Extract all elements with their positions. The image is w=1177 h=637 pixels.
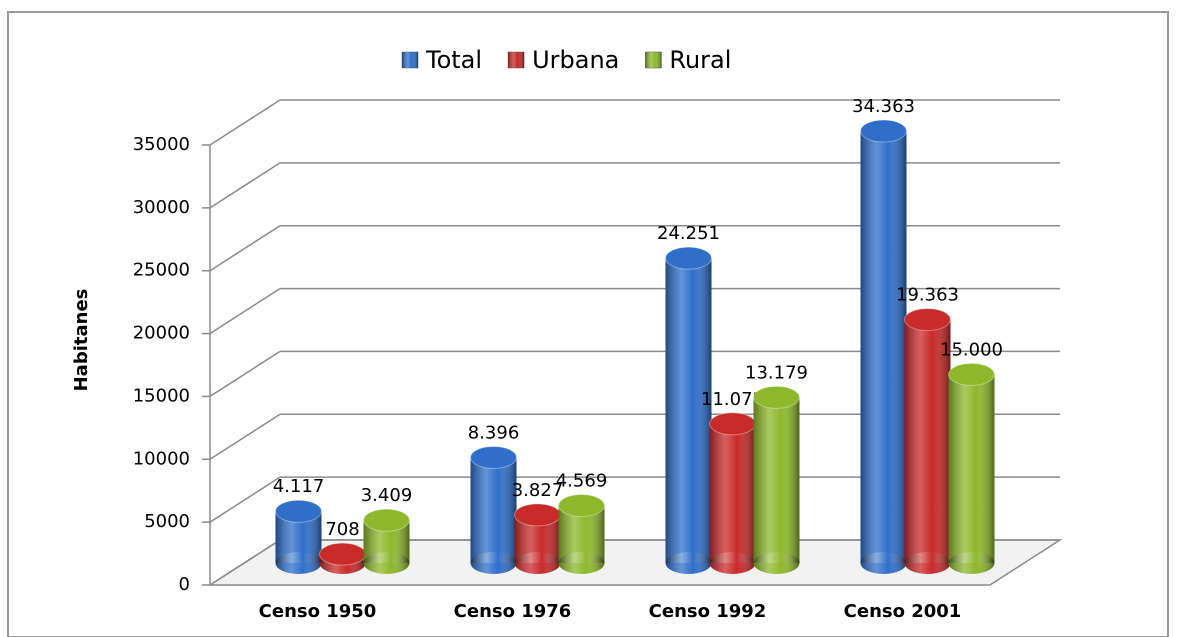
grid-diagonal (209, 287, 281, 335)
bar-top (904, 308, 951, 332)
value-label: 3.409 (361, 485, 413, 506)
bar-top (665, 246, 712, 270)
value-label: 34.363 (852, 96, 915, 117)
value-label: 24.251 (657, 223, 720, 244)
bar-shade (753, 397, 800, 563)
grid-diagonal (209, 413, 281, 460)
bar-shade (948, 374, 995, 563)
legend-label: Total (425, 46, 482, 74)
bar-shade (709, 423, 756, 563)
bar-top (319, 542, 366, 566)
x-tick-label: Censo 2001 (844, 601, 962, 622)
bar-shade (904, 319, 951, 563)
legend-label: Urbana (532, 46, 619, 74)
x-tick-label: Censo 1950 (259, 601, 377, 622)
y-tick-label: 25000 (133, 260, 190, 281)
grid-diagonal (209, 350, 281, 398)
bar-top (363, 508, 410, 532)
y-tick-label: 20000 (133, 323, 190, 344)
grid-diagonal (209, 225, 281, 272)
y-tick-label: 15000 (133, 385, 190, 406)
bar-base-shade (363, 552, 410, 574)
bar-top (470, 445, 517, 469)
bar-base-shade (558, 552, 605, 574)
legend-swatch-shade (645, 52, 662, 68)
y-tick-label: 35000 (133, 134, 190, 155)
bar-base-shade (753, 552, 800, 574)
y-tick-label: 10000 (133, 448, 190, 469)
bar-base-shade (948, 552, 995, 574)
x-tick-label: Censo 1976 (454, 601, 572, 622)
x-tick-label: Censo 1992 (649, 601, 767, 622)
value-label: 11.072 (701, 389, 764, 410)
y-tick-label: 30000 (133, 197, 190, 218)
bar-top (753, 385, 800, 409)
bar-top (860, 119, 907, 143)
value-label: 15.000 (940, 339, 1003, 360)
bar-top (558, 494, 605, 518)
bar-base-shade (275, 552, 322, 574)
bar-base-shade (514, 552, 561, 574)
grid-diagonal (209, 162, 281, 209)
bar-shade (860, 131, 907, 563)
value-label: 13.179 (745, 362, 808, 383)
grid-diagonal (209, 99, 281, 146)
bar-base-shade (904, 552, 951, 574)
bar-top (514, 503, 561, 527)
grid-diagonal (209, 539, 281, 586)
legend-label: Rural (669, 46, 731, 74)
bar-base-shade (665, 552, 712, 574)
bar-shade (470, 457, 517, 563)
legend-swatch-shade (402, 52, 418, 68)
bar-top (948, 362, 995, 386)
legend: Total Urbana Rural (401, 46, 731, 74)
value-label: 8.396 (468, 422, 520, 443)
value-label: 708 (325, 519, 359, 540)
value-label: 3.827 (512, 480, 564, 501)
bar-shade (665, 258, 712, 563)
bar-base-shade (470, 552, 517, 574)
value-label: 4.569 (556, 471, 608, 492)
bar-top (275, 499, 322, 523)
value-label: 4.117 (273, 476, 325, 497)
bar-base-shade (709, 552, 756, 574)
bar-top (709, 412, 756, 436)
y-tick-label: 5000 (144, 511, 190, 532)
legend-swatch-shade (508, 52, 525, 68)
bar-base-shade (860, 552, 907, 574)
y-axis-label: Habitanes (71, 289, 92, 392)
value-label: 19.363 (896, 285, 959, 306)
grid-diagonal (209, 476, 281, 523)
y-tick-label: 0 (179, 574, 190, 595)
